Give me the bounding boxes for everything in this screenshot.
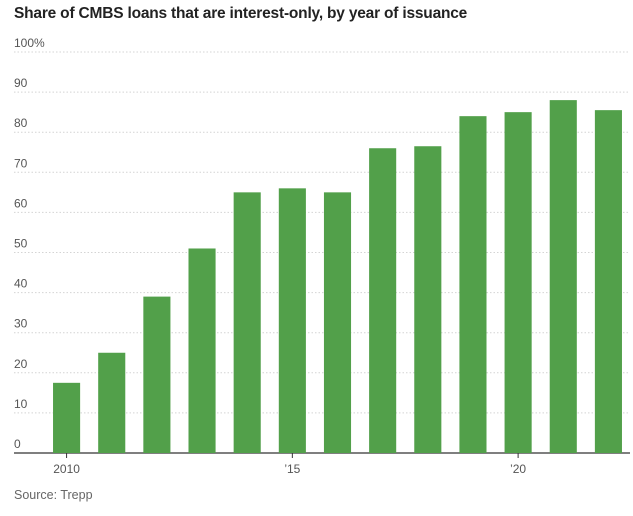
bar-2016: [323, 192, 352, 453]
y-axis-ticks: 0 10 20 30 40 50 60 70 80 90 100%: [14, 36, 45, 451]
bar-2019: [459, 116, 487, 453]
y-tick-label: 80: [14, 116, 28, 130]
bar-2013: [188, 248, 216, 453]
gridlines: [14, 51, 630, 454]
bars: [53, 100, 622, 454]
bar-2022: [594, 110, 622, 454]
y-tick-label: 50: [14, 237, 28, 251]
bar-2015: [278, 188, 306, 453]
x-axis-ticks: 2010 ’15 ’20: [53, 453, 526, 476]
bar-2011: [98, 352, 126, 453]
y-tick-label: 70: [14, 156, 28, 170]
bar-2021: [549, 100, 577, 454]
x-tick-label: ’20: [510, 462, 526, 476]
bar-2020: [504, 112, 532, 454]
bar-chart: 0 10 20 30 40 50 60 70 80 90 100% 2010 ’15 ’20: [14, 36, 630, 476]
y-tick-label: 60: [14, 196, 28, 210]
chart-title: Share of CMBS loans that are interest-on…: [14, 5, 468, 22]
y-tick-label: 100%: [14, 36, 45, 50]
y-tick-label: 0: [14, 437, 21, 451]
source-note: Source: Trepp: [14, 488, 93, 502]
y-tick-label: 90: [14, 76, 28, 90]
bar-2012: [143, 296, 171, 453]
y-tick-label: 20: [14, 357, 28, 371]
y-tick-label: 10: [14, 397, 28, 411]
y-tick-label: 30: [14, 317, 28, 331]
y-tick-label: 40: [14, 277, 28, 291]
x-tick-label: 2010: [53, 462, 80, 476]
bar-2014: [233, 192, 261, 453]
bar-2018: [414, 146, 442, 454]
bar-2017: [369, 148, 397, 454]
x-tick-label: ’15: [284, 462, 300, 476]
bar-2010: [53, 382, 81, 453]
